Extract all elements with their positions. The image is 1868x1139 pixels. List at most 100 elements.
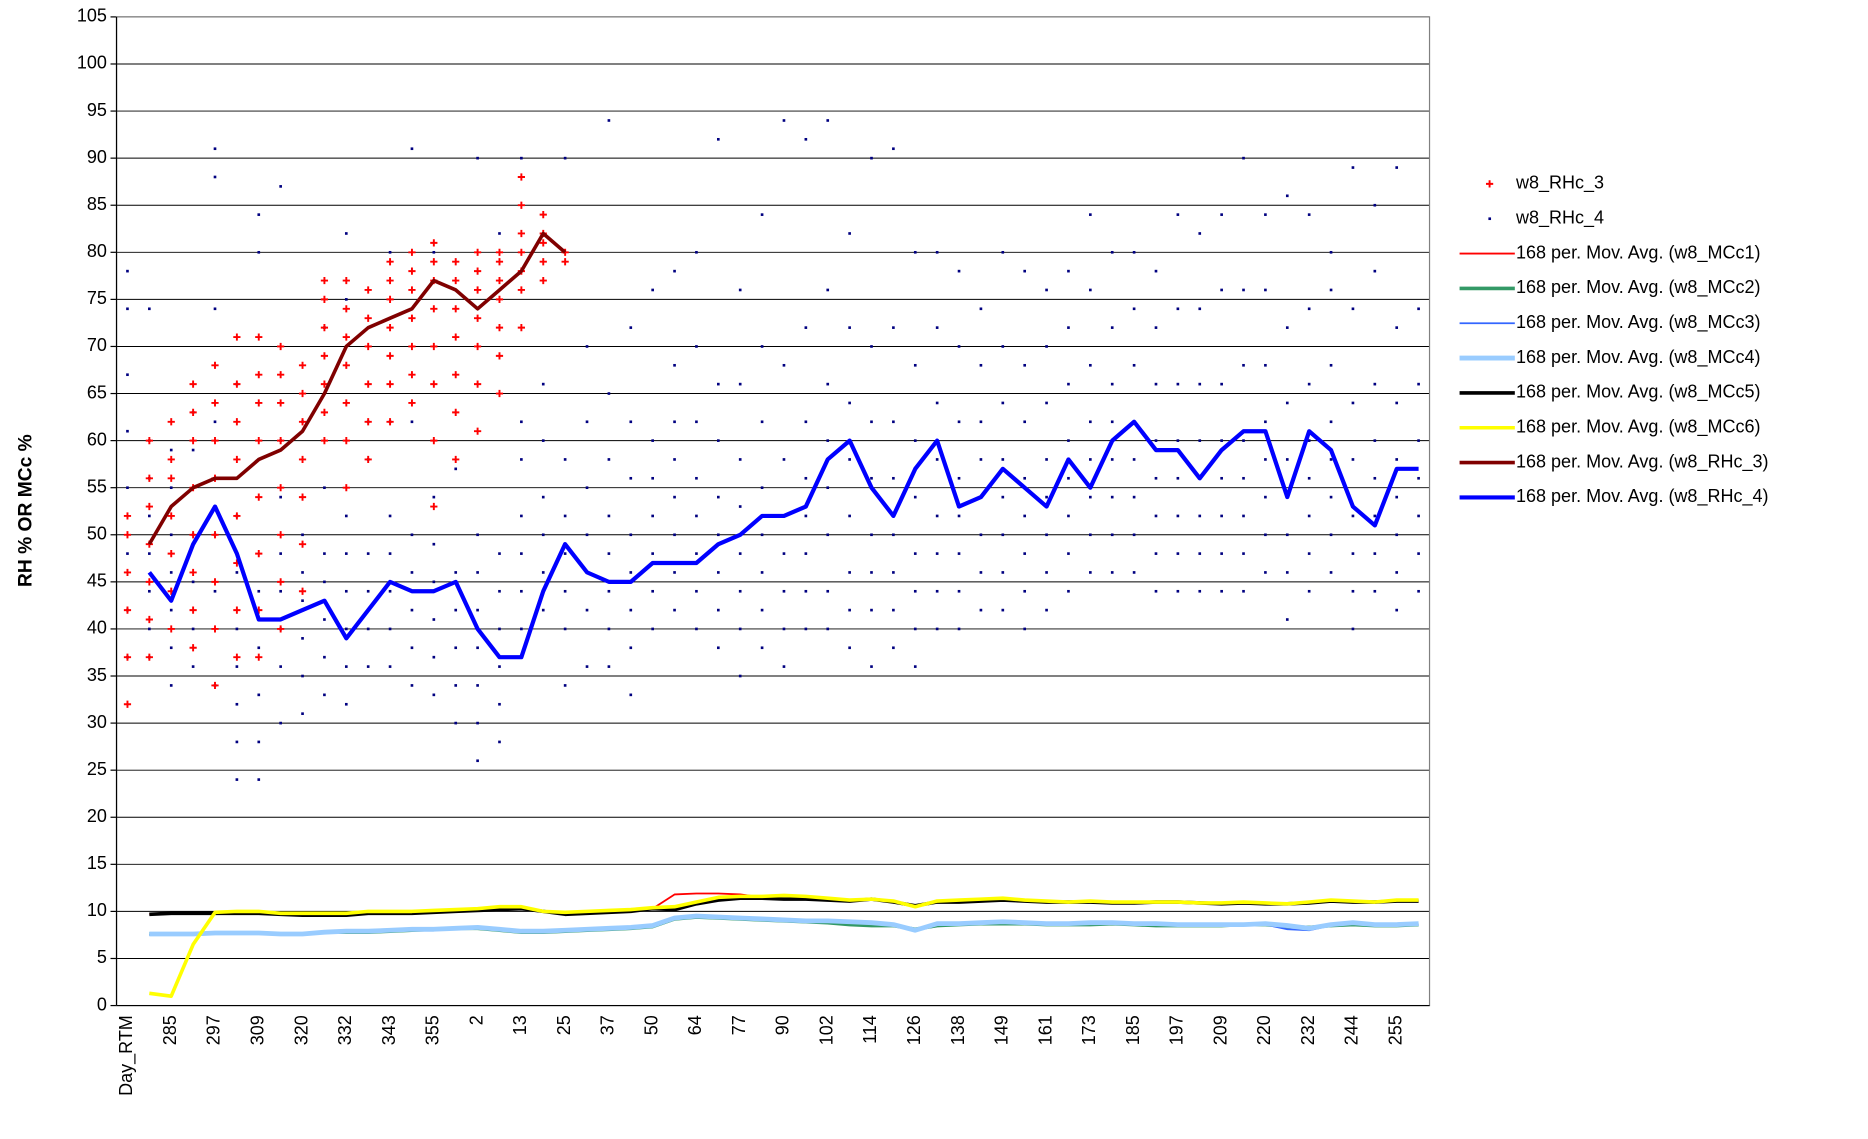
scatter-point <box>473 267 482 275</box>
scatter-point <box>1001 533 1005 537</box>
scatter-point <box>563 552 567 555</box>
scatter-point <box>1001 250 1005 254</box>
y-tick-label: 45 <box>87 571 107 591</box>
scatter-point <box>452 408 460 416</box>
scatter-point <box>892 571 895 574</box>
scatter-point <box>1264 458 1267 461</box>
scatter-point <box>145 502 153 511</box>
scatter-point <box>1242 288 1245 292</box>
scatter-point <box>344 627 348 631</box>
scatter-point <box>452 258 460 266</box>
scatter-point <box>1417 552 1420 555</box>
scatter-point <box>782 665 786 668</box>
scatter-point <box>344 589 348 593</box>
x-tick-label: 232 <box>1298 1015 1318 1045</box>
scatter-point <box>454 467 458 471</box>
scatter-point <box>452 455 460 464</box>
y-tick-label: 20 <box>87 806 107 826</box>
scatter-point <box>541 495 545 499</box>
scatter-point <box>498 740 501 744</box>
scatter-point <box>1198 589 1202 593</box>
scatter-point <box>323 693 326 697</box>
scatter-point <box>957 420 961 424</box>
scatter-point <box>301 599 304 603</box>
scatter-point <box>957 514 961 518</box>
scatter-point <box>342 333 350 341</box>
scatter-point <box>870 608 873 612</box>
scatter-point <box>1154 514 1158 518</box>
scatter-point <box>563 627 567 631</box>
scatter-point <box>432 250 436 254</box>
x-tick-label: 138 <box>948 1015 968 1045</box>
scatter-point <box>1351 307 1355 311</box>
scatter-point <box>1067 514 1070 518</box>
scatter-point <box>344 552 348 555</box>
scatter-point <box>257 693 261 697</box>
scatter-point <box>651 589 654 593</box>
scatter-point <box>957 627 961 631</box>
scatter-point <box>1220 288 1223 292</box>
scatter-point <box>1176 307 1180 311</box>
scatter-point <box>957 345 961 348</box>
scatter-point <box>277 578 285 586</box>
y-tick-label: 25 <box>87 759 107 779</box>
scatter-point <box>344 665 348 668</box>
x-tick-label: 126 <box>904 1015 924 1045</box>
scatter-point <box>167 512 175 520</box>
scatter-point <box>1329 495 1333 499</box>
scatter-point <box>386 352 394 360</box>
scatter-point <box>279 495 282 499</box>
scatter-point <box>211 361 219 369</box>
line-series <box>149 913 1419 937</box>
scatter-point <box>957 476 961 480</box>
scatter-point <box>344 298 348 301</box>
scatter-point <box>498 232 501 235</box>
scatter-point <box>1351 458 1355 461</box>
scatter-point <box>1023 589 1027 593</box>
scatter-point <box>233 512 241 520</box>
line-series <box>147 419 1419 660</box>
scatter-point <box>432 542 436 546</box>
scatter-point <box>191 448 195 452</box>
scatter-point <box>979 420 983 424</box>
legend-label: 168 per. Mov. Avg. (w8_RHc_4) <box>1516 486 1768 507</box>
scatter-point <box>892 646 895 650</box>
scatter-point <box>191 665 195 668</box>
scatter-point <box>454 646 458 650</box>
scatter-point <box>298 361 307 369</box>
scatter-point <box>454 684 458 687</box>
scatter-point <box>123 653 132 661</box>
scatter-point <box>410 533 414 537</box>
scatter-point <box>301 571 304 574</box>
scatter-point <box>320 380 329 388</box>
scatter-point <box>517 173 525 181</box>
scatter-point <box>255 371 263 379</box>
scatter-point <box>342 276 350 285</box>
scatter-point <box>1373 203 1377 207</box>
scatter-point <box>804 627 808 631</box>
scatter-point <box>279 665 282 668</box>
scatter-point <box>167 418 175 426</box>
scatter-point <box>1154 552 1158 555</box>
scatter-point <box>804 552 808 555</box>
scatter-point <box>673 571 676 574</box>
scatter-point <box>279 589 282 593</box>
scatter-point <box>539 258 547 266</box>
scatter-point <box>738 288 742 292</box>
scatter-point <box>408 286 416 294</box>
scatter-point <box>388 627 392 631</box>
scatter-point <box>695 514 698 518</box>
scatter-point <box>760 486 764 490</box>
scatter-point <box>277 437 285 445</box>
x-tick-label: 37 <box>598 1015 618 1035</box>
scatter-point <box>388 589 392 593</box>
scatter-point <box>1242 156 1245 160</box>
scatter-point <box>1307 213 1311 216</box>
scatter-point <box>520 156 523 160</box>
scatter-point <box>1264 363 1267 367</box>
scatter-point <box>148 589 151 593</box>
scatter-point <box>782 458 786 461</box>
scatter-point <box>1220 589 1223 593</box>
scatter-point <box>189 437 197 445</box>
scatter-point <box>298 389 307 398</box>
